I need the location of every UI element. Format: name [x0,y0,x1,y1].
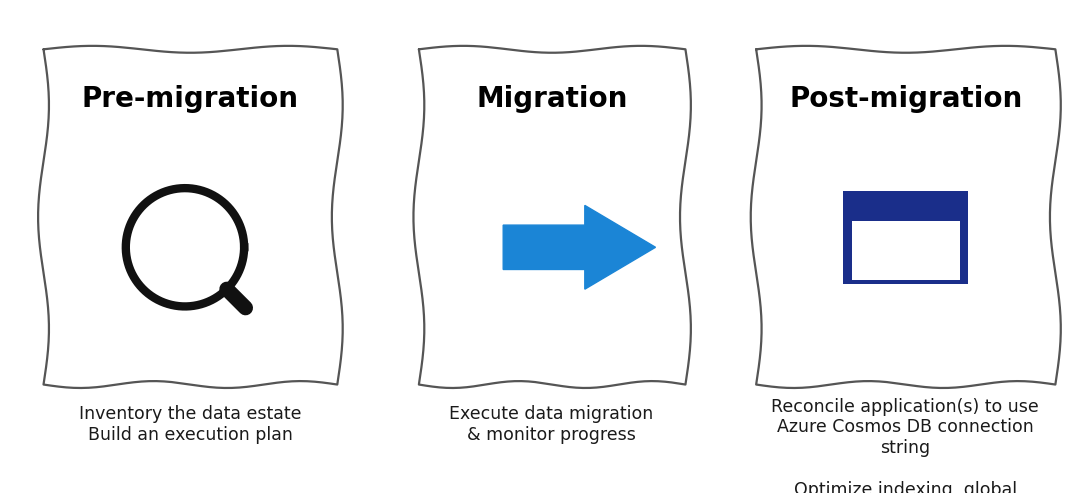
Text: Post-migration: Post-migration [789,85,1023,112]
Text: Azure Cosmos DB connection: Azure Cosmos DB connection [777,419,1034,436]
Text: string: string [880,439,930,457]
Text: Reconcile application(s) to use: Reconcile application(s) to use [771,398,1039,416]
Text: Execute data migration: Execute data migration [449,405,654,423]
Text: Optimize indexing, global: Optimize indexing, global [793,481,1017,493]
Text: & monitor progress: & monitor progress [467,426,636,444]
Bar [843,191,968,284]
Text: Pre-migration: Pre-migration [82,85,299,112]
Polygon shape [38,46,343,388]
Bar [852,220,960,281]
Polygon shape [751,46,1061,388]
Text: Migration: Migration [477,85,628,112]
Text: Build an execution plan: Build an execution plan [88,426,293,444]
Polygon shape [504,206,655,289]
Text: Inventory the data estate: Inventory the data estate [79,405,301,423]
Polygon shape [413,46,691,388]
